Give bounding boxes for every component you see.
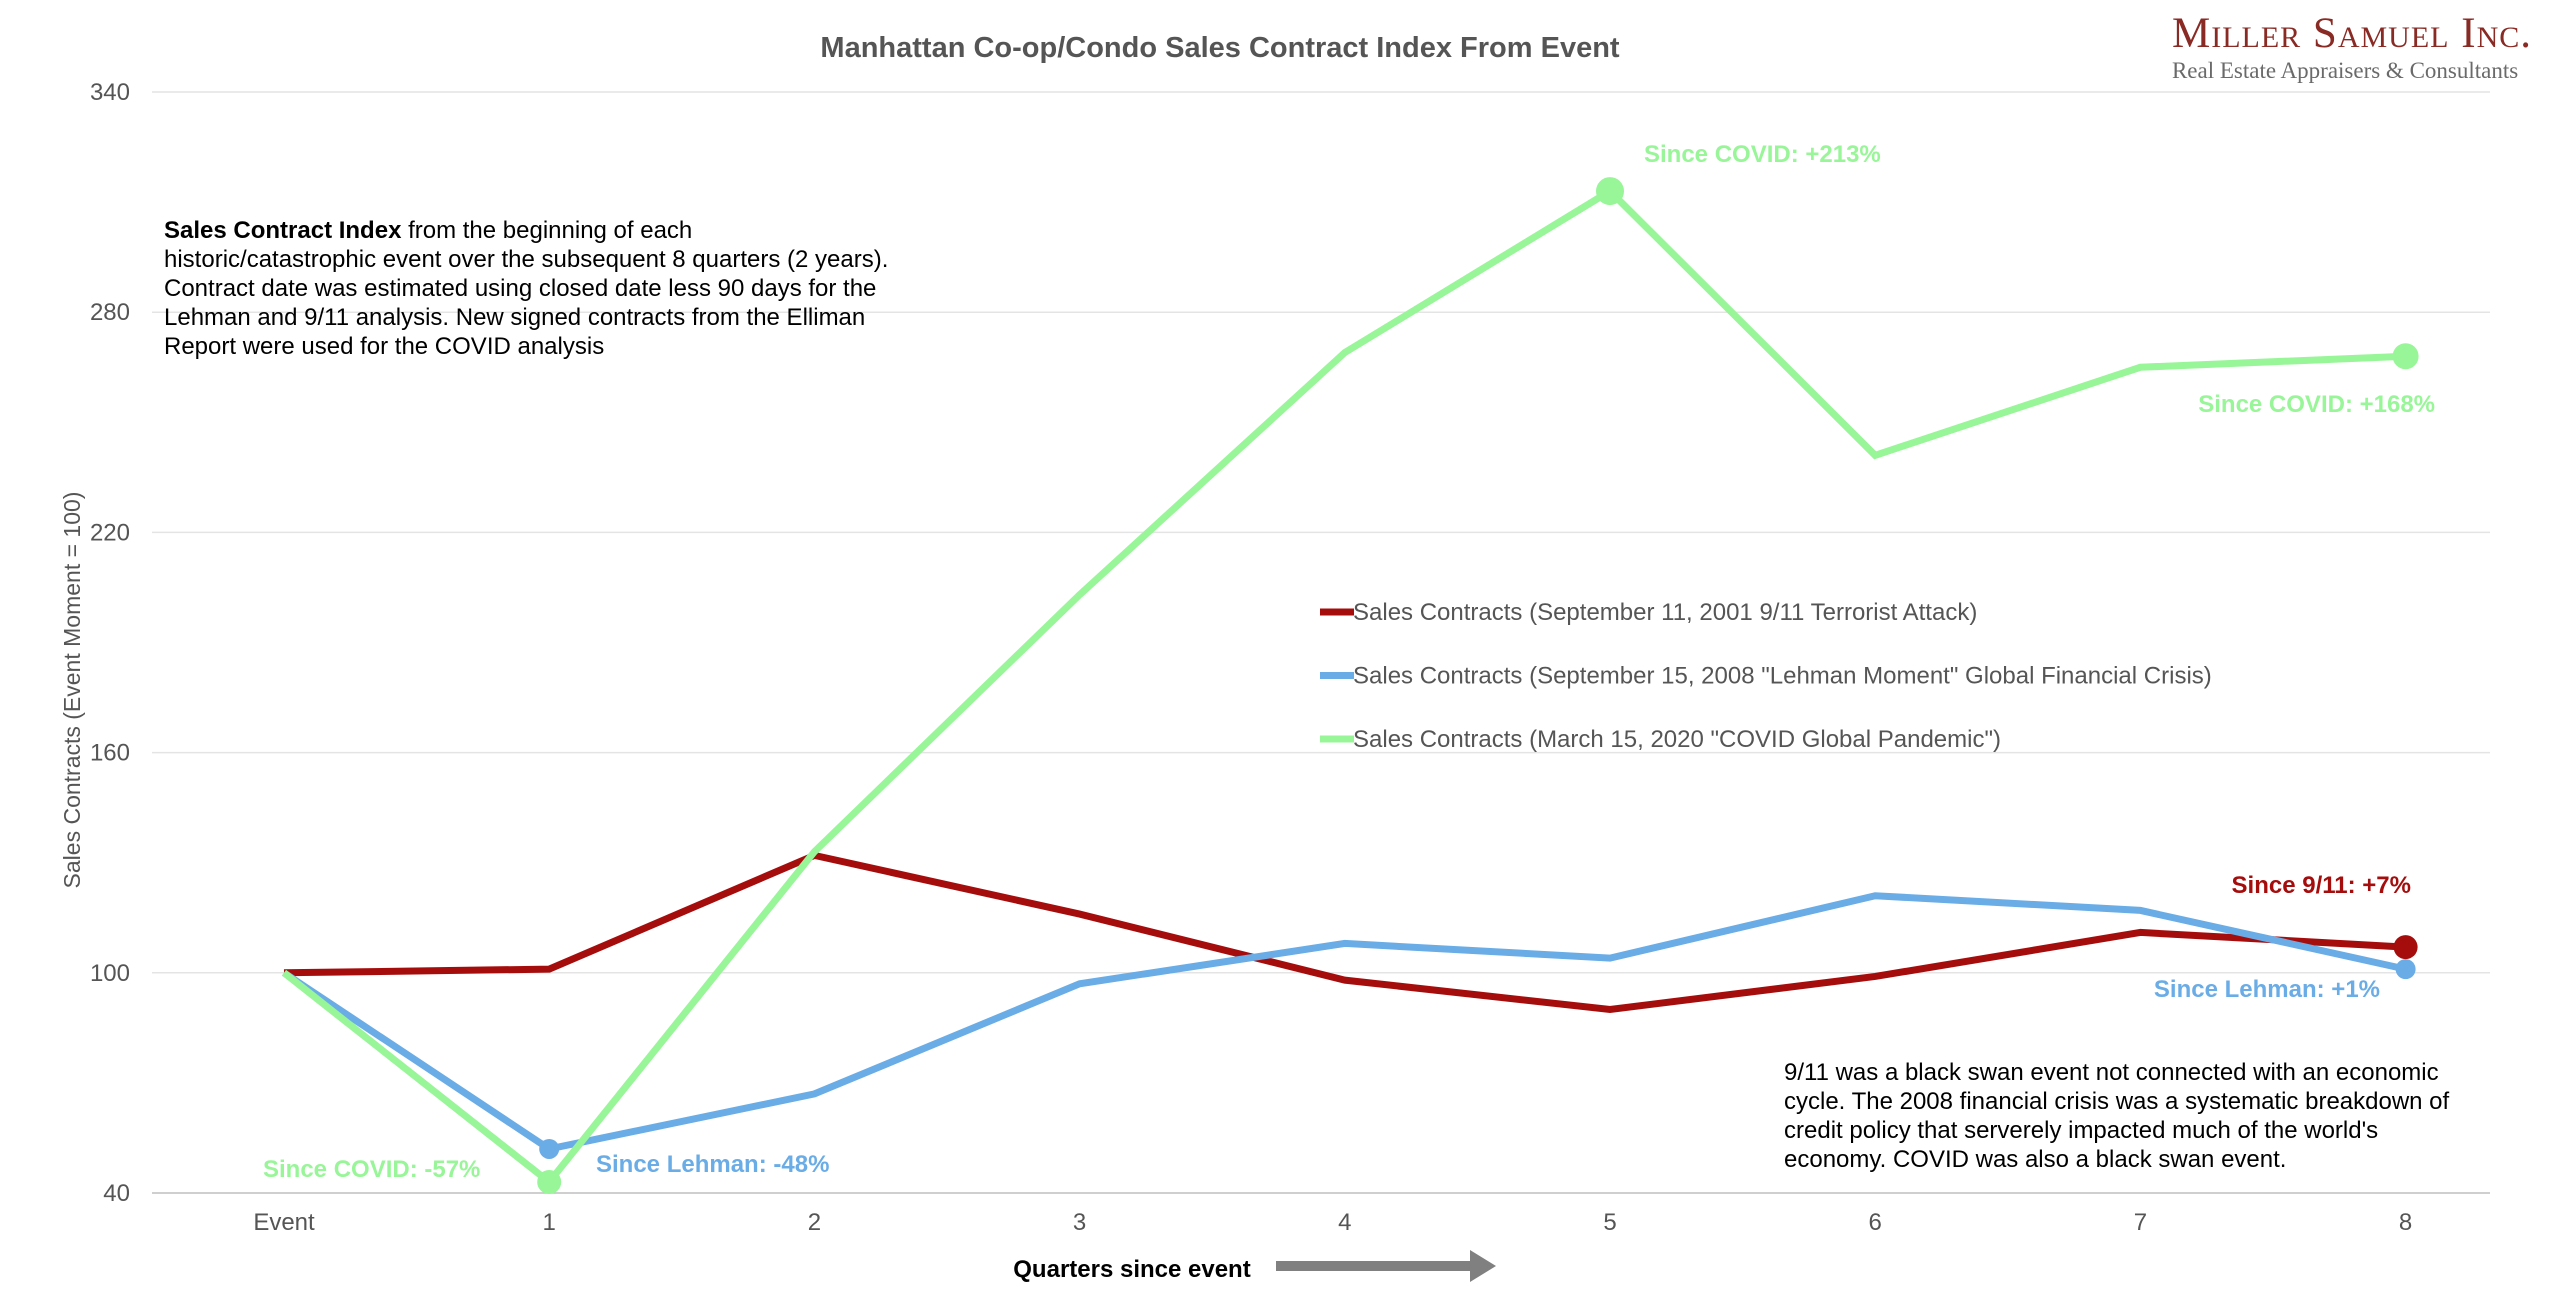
annotations: Since COVID: +213% Since COVID: +168% Sinc… <box>263 141 2435 1183</box>
y-tick-label: 340 <box>90 79 130 106</box>
legend-label: Sales Contracts (September 15, 2008 "Leh… <box>1353 663 2212 690</box>
x-tick-label: 4 <box>1338 1209 1351 1236</box>
x-tick-label: 1 <box>543 1209 556 1236</box>
data-point-marker <box>2395 959 2416 980</box>
legend-label: Sales Contracts (March 15, 2020 "COVID G… <box>1353 726 2001 753</box>
x-tick-label: 6 <box>1869 1209 1882 1236</box>
x-axis-label: Quarters since event <box>1013 1256 1250 1283</box>
x-tick-label: 2 <box>808 1209 821 1236</box>
series-line-0 <box>283 851 2406 1014</box>
series-markers <box>537 177 2419 1194</box>
x-tick-label: Event <box>253 1209 315 1236</box>
y-tick-label: 100 <box>90 960 130 987</box>
series-line-2 <box>281 186 2406 1187</box>
methodology-note-bold: Sales Contract Index <box>164 217 402 244</box>
legend-label: Sales Contracts (September 11, 2001 9/11… <box>1353 599 1977 626</box>
x-tick-label: 8 <box>2399 1209 2412 1236</box>
series-line-1 <box>282 892 2407 1153</box>
x-tick-label: 7 <box>2134 1209 2147 1236</box>
company-logo: Miller Samuel Inc. Real Estate Appraiser… <box>2172 10 2532 84</box>
x-tick-label: 5 <box>1603 1209 1616 1236</box>
series-lines <box>281 186 2407 1187</box>
annotation-label: Since Lehman: +1% <box>2154 976 2380 1003</box>
annotation-label: Since COVID: +168% <box>2198 391 2435 418</box>
data-point-marker <box>1596 177 1624 206</box>
legend: Sales Contracts (September 11, 2001 9/11… <box>1320 599 2212 753</box>
annotation-label: Since COVID: -57% <box>263 1156 480 1183</box>
y-axis-label: Sales Contracts (Event Moment = 100) <box>59 492 85 889</box>
annotation-label: Since 9/11: +7% <box>2232 872 2411 899</box>
annotation-label: Since COVID: +213% <box>1644 141 1881 168</box>
data-point-marker <box>2393 935 2418 960</box>
axes: 40 100 160 220 280 340 Event 1 2 3 4 5 6 7 8 <box>90 79 2412 1236</box>
logo-tagline: Real Estate Appraisers & Consultants <box>2171 58 2519 83</box>
context-note: 9/11 was a black swan event not connecte… <box>1784 1059 2450 1173</box>
chart-title: Manhattan Co-op/Condo Sales Contract Ind… <box>820 32 1620 64</box>
x-axis-arrow-icon <box>1276 1250 1496 1282</box>
y-tick-label: 40 <box>103 1180 130 1207</box>
x-tick-label: 3 <box>1073 1209 1086 1236</box>
y-tick-label: 160 <box>90 740 130 767</box>
methodology-note-text: from the beginning of each historic/cata… <box>164 217 889 360</box>
annotation-label: Since Lehman: -48% <box>596 1151 829 1178</box>
methodology-note: Sales Contract Index from the beginning … <box>164 216 894 361</box>
data-point-marker <box>539 1138 560 1159</box>
data-point-marker <box>2392 343 2419 370</box>
logo-name: Miller Samuel Inc. <box>2171 10 2532 57</box>
y-tick-label: 220 <box>90 519 130 546</box>
data-point-marker <box>537 1169 562 1194</box>
y-tick-label: 280 <box>90 299 130 326</box>
